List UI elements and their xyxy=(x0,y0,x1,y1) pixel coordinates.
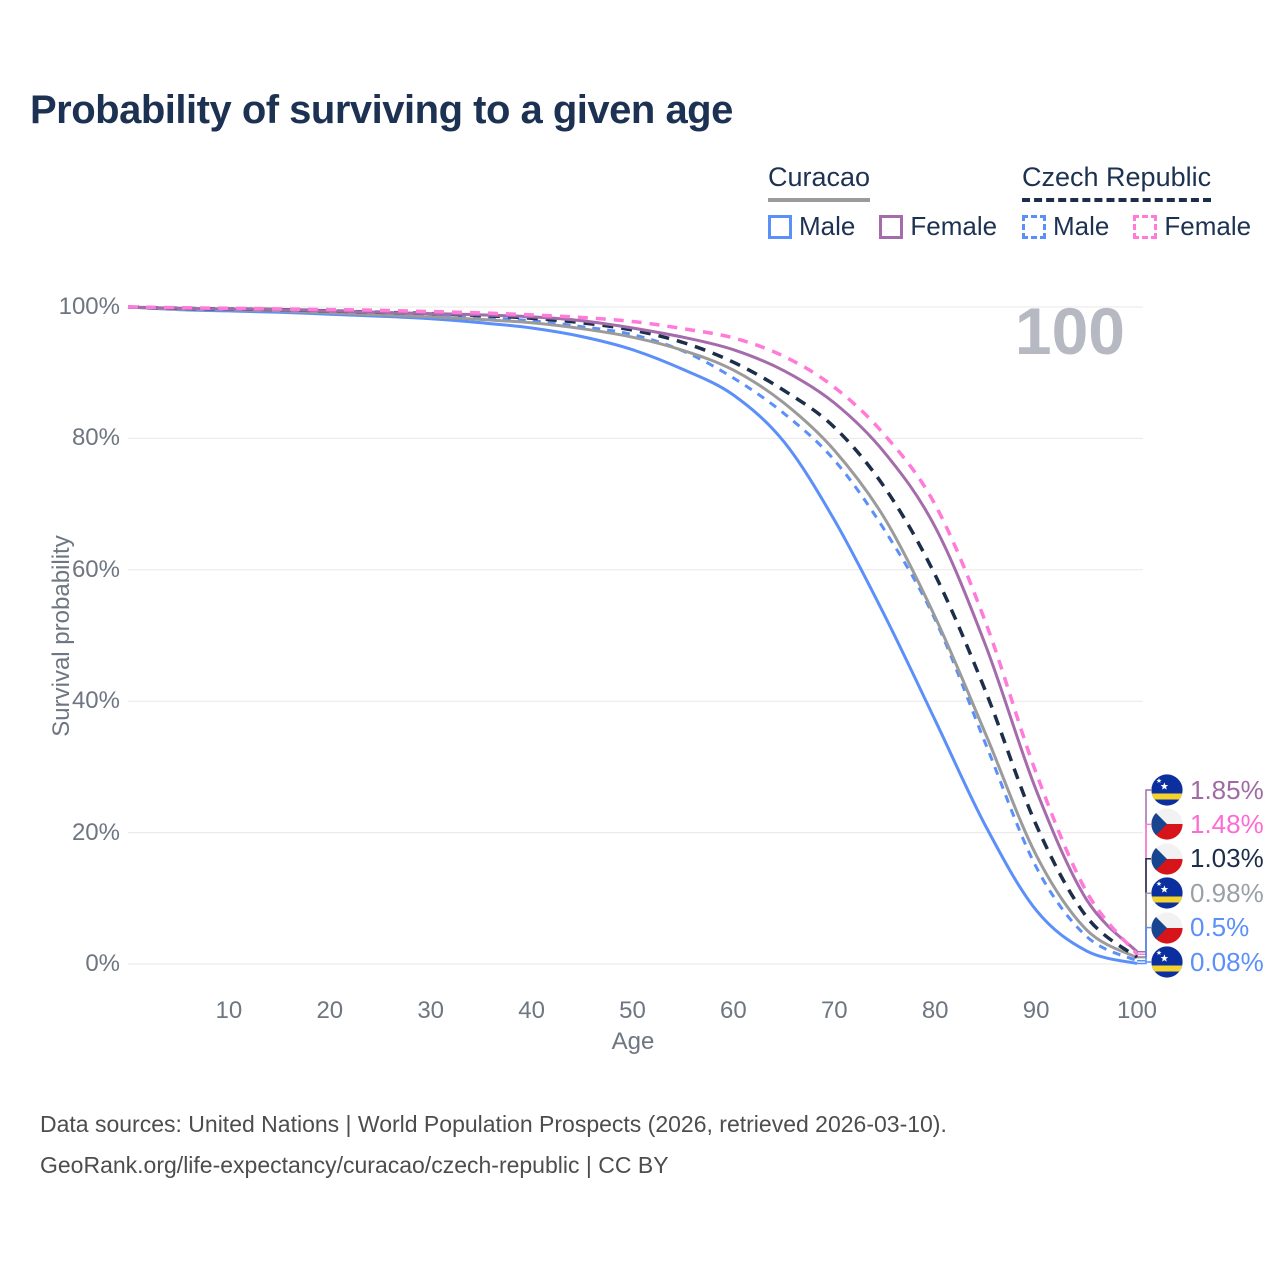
end-label-czech-republic: 1.03% xyxy=(1151,843,1264,875)
y-tick-label: 20% xyxy=(71,818,120,846)
end-label-connector xyxy=(1137,823,1151,956)
y-tick-label: 40% xyxy=(71,687,120,715)
x-tick-label: 30 xyxy=(417,997,445,1024)
end-label-czech-republic-female: 1.48% xyxy=(1151,808,1264,840)
legend-heading-curacao-label: Curacao xyxy=(768,162,871,192)
czech-male-swatch-icon xyxy=(1022,214,1046,239)
curacao-flag-icon xyxy=(1151,877,1183,909)
legend-item-label: Female xyxy=(1164,211,1252,241)
x-tick-label: 10 xyxy=(215,997,243,1024)
series-line-curacao-male xyxy=(127,305,1138,965)
end-label-value: 0.5% xyxy=(1190,912,1250,943)
footer-attribution: GeoRank.org/life-expectancy/curacao/czec… xyxy=(40,1151,669,1178)
x-tick-label: 20 xyxy=(316,997,344,1024)
czech-flag-icon xyxy=(1151,911,1183,944)
end-label-czech-republic-male: 0.5% xyxy=(1151,911,1250,944)
legend-item-czech-female[interactable]: Female xyxy=(1133,211,1251,242)
end-label-value: 1.85% xyxy=(1190,774,1264,805)
end-label-connector xyxy=(1137,926,1151,962)
series-line-czech-republic xyxy=(127,305,1139,959)
czech-flag-icon xyxy=(1151,843,1183,875)
end-label-connector xyxy=(1137,858,1151,958)
series-line-czech-republic-male xyxy=(127,305,1138,963)
x-tick-label: 100 xyxy=(1116,997,1158,1024)
curacao-male-swatch-icon xyxy=(768,214,792,239)
end-label-curacao-female: 1.85% xyxy=(1151,774,1264,806)
age-counter-watermark: 100 xyxy=(1014,294,1125,368)
curacao-flag-icon xyxy=(1151,774,1183,806)
end-label-connector xyxy=(1137,892,1151,959)
y-tick-label: 60% xyxy=(71,555,120,583)
x-axis-title: Age xyxy=(611,1028,655,1055)
footer: Data sources: United Nations | World Pop… xyxy=(40,1104,947,1186)
end-label-curacao: 0.98% xyxy=(1151,877,1264,909)
legend-heading-czech-republic: Czech Republic xyxy=(1022,162,1212,202)
y-axis-title: Survival probability xyxy=(48,535,75,737)
x-tick-label: 80 xyxy=(921,997,949,1024)
y-tick-label: 80% xyxy=(71,424,120,452)
series-line-curacao-female xyxy=(127,305,1139,953)
legend-group-curacao: Curacao Male Female xyxy=(768,162,997,242)
legend-item-curacao-male[interactable]: Male xyxy=(768,211,855,242)
series-line-czech-republic-female xyxy=(127,305,1139,956)
page-title: Probability of surviving to a given age xyxy=(30,88,733,132)
czech-flag-icon xyxy=(1151,808,1183,840)
legend-heading-curacao: Curacao xyxy=(768,162,871,202)
curacao-female-swatch-icon xyxy=(879,214,904,239)
series-line-curacao xyxy=(127,305,1138,959)
end-label-curacao-male: 0.08% xyxy=(1151,946,1264,978)
x-tick-label: 90 xyxy=(1022,997,1050,1024)
end-label-value: 1.48% xyxy=(1190,808,1264,839)
legend-item-label: Male xyxy=(799,211,856,241)
legend-group-czech-republic: Czech Republic Male Female xyxy=(1022,162,1251,242)
end-label-value: 0.08% xyxy=(1190,946,1264,977)
footer-data-sources: Data sources: United Nations | World Pop… xyxy=(40,1111,947,1137)
end-label-value: 1.03% xyxy=(1190,843,1264,874)
y-tick-label: 100% xyxy=(58,293,120,320)
x-tick-label: 60 xyxy=(720,997,747,1024)
legend-item-label: Female xyxy=(910,211,998,241)
legend-heading-czech-label: Czech Republic xyxy=(1022,162,1212,192)
czech-female-swatch-icon xyxy=(1133,214,1158,239)
legend-item-label: Male xyxy=(1053,211,1110,241)
end-label-value: 0.98% xyxy=(1190,877,1264,908)
curacao-flag-icon xyxy=(1151,946,1183,978)
x-tick-label: 50 xyxy=(619,997,646,1024)
legend-item-curacao-female[interactable]: Female xyxy=(879,211,997,242)
end-label-connector xyxy=(1137,961,1151,965)
y-tick-label: 0% xyxy=(85,950,120,977)
legend-item-czech-male[interactable]: Male xyxy=(1022,211,1109,242)
x-tick-label: 40 xyxy=(518,997,545,1024)
x-tick-label: 70 xyxy=(820,997,848,1024)
